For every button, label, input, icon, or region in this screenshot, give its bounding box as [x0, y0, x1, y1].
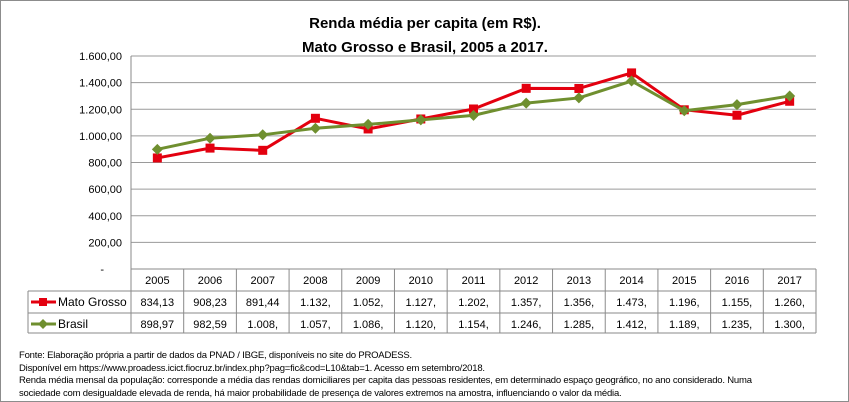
data-point-diamond: [626, 75, 638, 87]
data-point-square: [521, 83, 531, 93]
data-table-cell: 1.260,: [774, 297, 805, 309]
x-tick-label: 2007: [250, 275, 274, 287]
data-point-diamond: [678, 105, 690, 117]
data-table-cell: 1.357,: [511, 297, 542, 309]
data-point-diamond: [309, 122, 321, 134]
y-tick-label: -: [100, 264, 104, 276]
chart-notes: Fonte: Elaboração própria a partir de da…: [19, 350, 752, 400]
chart-title-line-1: Renda média per capita (em R$).: [309, 15, 541, 32]
data-point-square: [258, 145, 268, 155]
y-tick-label: 1.200,00: [79, 104, 122, 116]
data-table-cell: 1.473,: [616, 297, 647, 309]
x-tick-label: 2011: [462, 275, 486, 287]
definition-note-1: Renda média mensal da população: corresp…: [19, 375, 752, 386]
data-point-diamond: [204, 132, 216, 144]
y-tick-label: 200,00: [88, 237, 122, 249]
data-point-square: [205, 143, 215, 153]
x-tick-label: 2014: [619, 275, 643, 287]
data-point-diamond: [151, 143, 163, 155]
definition-note-2: sociedade com desigualdade elevada de re…: [19, 387, 622, 399]
line-chart: Renda média per capita (em R$). Mato Gro…: [27, 15, 817, 334]
data-point-diamond: [731, 99, 743, 111]
data-table-cell: 1.120,: [406, 319, 437, 331]
data-point-diamond: [257, 129, 269, 141]
data-table-cell: 898,97: [141, 319, 175, 331]
x-tick-label: 2015: [672, 275, 696, 287]
legend-label: Mato Grosso: [58, 295, 127, 309]
data-point-diamond: [415, 114, 427, 126]
x-tick-label: 2008: [303, 275, 327, 287]
data-table-cell: 908,23: [193, 297, 227, 309]
data-point-square: [627, 68, 637, 78]
y-tick-label: 600,00: [88, 184, 122, 196]
x-tick-label: 2005: [145, 275, 169, 287]
data-table-cell: 1.189,: [669, 319, 700, 331]
data-table-cell: 1.154,: [458, 319, 489, 331]
x-tick-label: 2017: [777, 275, 801, 287]
data-table-cell: 1.127,: [406, 297, 437, 309]
y-tick-label: 800,00: [88, 158, 122, 170]
data-point-square: [574, 83, 584, 93]
y-tick-label: 1.000,00: [79, 131, 122, 143]
y-tick-label: 1.600,00: [79, 51, 122, 63]
data-point-diamond: [520, 97, 532, 109]
data-table-cell: 1.235,: [722, 319, 753, 331]
data-table-cell: 1.202,: [458, 297, 489, 309]
data-table-cell: 1.155,: [722, 297, 753, 309]
legend-marker-diamond: [38, 319, 48, 329]
x-tick-label: 2006: [198, 275, 222, 287]
data-table-cell: 1.285,: [564, 319, 595, 331]
data-table-cell: 982,59: [193, 319, 227, 331]
data-table-cell: 1.057,: [300, 319, 331, 331]
data-table-cell: 1.246,: [511, 319, 542, 331]
data-table-cell: 1.052,: [353, 297, 384, 309]
data-point-diamond: [362, 118, 374, 130]
data-table-cell: 1.356,: [564, 297, 595, 309]
data-table-cell: 834,13: [141, 297, 175, 309]
data-table-cell: 1.008,: [247, 319, 278, 331]
data-point-diamond: [784, 90, 796, 102]
data-point-diamond: [573, 92, 585, 104]
data-point-square: [732, 110, 742, 120]
x-tick-label: 2013: [567, 275, 591, 287]
data-table-cell: 1.196,: [669, 297, 700, 309]
y-tick-label: 1.400,00: [79, 78, 122, 90]
legend-marker-square: [39, 298, 47, 306]
data-table-cell: 1.412,: [616, 319, 647, 331]
data-table-cell: 1.086,: [353, 319, 384, 331]
y-tick-label: 400,00: [88, 211, 122, 223]
x-tick-label: 2016: [725, 275, 749, 287]
x-tick-label: 2009: [356, 275, 380, 287]
data-table-cell: 1.132,: [300, 297, 331, 309]
data-point-square: [152, 153, 162, 163]
availability-note: Disponível em https://www.proadess.icict…: [19, 362, 485, 374]
data-point-square: [310, 113, 320, 123]
x-tick-label: 2012: [514, 275, 538, 287]
data-point-diamond: [468, 109, 479, 121]
x-tick-label: 2010: [409, 275, 433, 287]
source-note: Fonte: Elaboração própria a partir de da…: [19, 350, 412, 361]
legend-label: Brasil: [58, 317, 88, 331]
chart-title-line-2: Mato Grosso e Brasil, 2005 a 2017.: [302, 39, 548, 56]
data-table-cell: 1.300,: [774, 319, 805, 331]
data-table-cell: 891,44: [246, 297, 280, 309]
data-point-square: [469, 104, 478, 114]
